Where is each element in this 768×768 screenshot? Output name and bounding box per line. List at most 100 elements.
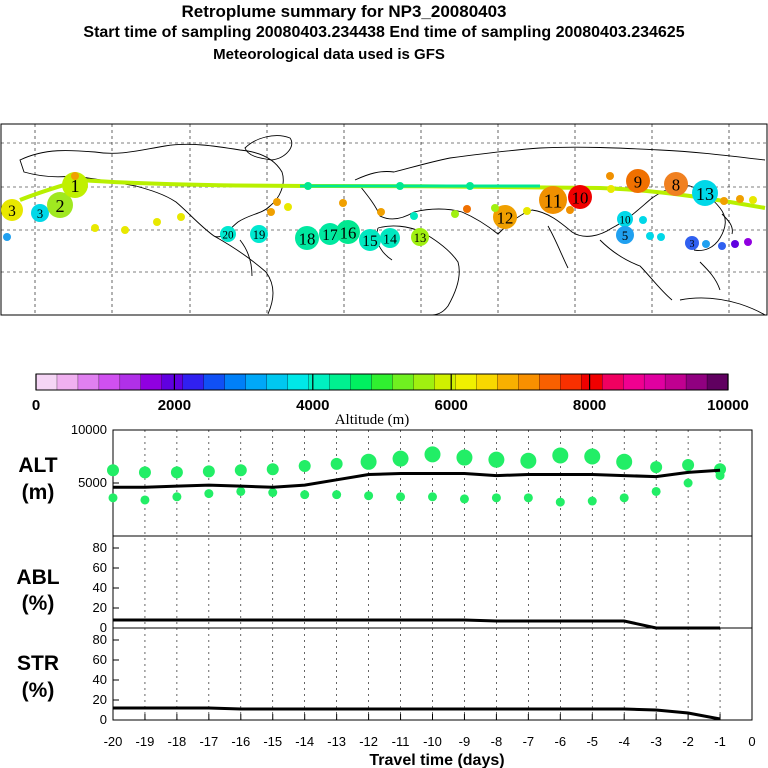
plume-day-label: 13 bbox=[696, 184, 714, 204]
plume-marker bbox=[3, 233, 11, 241]
plume-marker bbox=[702, 240, 710, 248]
greenland-coast bbox=[244, 135, 293, 161]
plume-marker bbox=[731, 240, 739, 248]
x-tick-label: -17 bbox=[199, 734, 218, 749]
x-tick-label: -5 bbox=[586, 734, 598, 749]
plume-day-label: 16 bbox=[340, 224, 357, 243]
plume-circle bbox=[62, 172, 88, 198]
alt-plume-dot bbox=[456, 449, 473, 466]
plume-circle bbox=[220, 226, 236, 242]
colorbar-cell bbox=[56, 373, 79, 391]
x-tick-label: -8 bbox=[491, 734, 503, 749]
x-tick-label: -4 bbox=[618, 734, 630, 749]
plume-circle bbox=[47, 192, 73, 218]
plume-circle bbox=[493, 205, 517, 229]
plume-marker bbox=[749, 196, 757, 204]
colorbar-cell bbox=[664, 373, 687, 391]
abl-line bbox=[113, 618, 721, 630]
plume-circles bbox=[1, 169, 757, 251]
colorbar-cell bbox=[643, 373, 666, 391]
colorbar-cell bbox=[706, 373, 729, 391]
plume-circle bbox=[616, 226, 634, 244]
alt-plume-dot bbox=[172, 492, 182, 502]
str-axis-label-top: STR bbox=[17, 652, 59, 675]
alt-plume-dot bbox=[138, 466, 151, 479]
alt-plume-dot bbox=[234, 464, 247, 477]
colorbar-cell bbox=[224, 373, 247, 391]
str-line bbox=[113, 706, 721, 721]
plume-marker bbox=[744, 238, 752, 246]
colorbar-cell bbox=[182, 373, 205, 391]
alt-plume-dot bbox=[651, 486, 661, 496]
plume-day-label: 10 bbox=[619, 214, 631, 226]
colorbar-title: Altitude (m) bbox=[335, 412, 410, 428]
plume-day-label: 11 bbox=[544, 192, 563, 213]
colorbar-cell bbox=[161, 373, 184, 391]
alt-plume-dot bbox=[360, 453, 377, 470]
plume-marker bbox=[396, 182, 404, 190]
alt-plume-dot bbox=[619, 493, 629, 503]
x-tick-label: -10 bbox=[423, 734, 442, 749]
alt-plume-dot bbox=[555, 497, 565, 507]
plume-marker bbox=[339, 199, 347, 207]
plume-marker bbox=[523, 207, 531, 215]
colorbar-cell bbox=[518, 373, 540, 391]
y-tick-label: 80 bbox=[93, 632, 107, 647]
colorbar-cell bbox=[350, 373, 373, 391]
colorbar-cell bbox=[140, 373, 163, 391]
x-tick-label: -6 bbox=[555, 734, 567, 749]
plume-day-label: 15 bbox=[362, 233, 378, 250]
colorbar-cell bbox=[266, 373, 289, 391]
colorbar-cell bbox=[539, 373, 561, 391]
alt-plume-dot bbox=[364, 491, 374, 501]
plume-marker bbox=[153, 218, 161, 226]
plume-circle bbox=[692, 180, 718, 206]
x-tick-label: -7 bbox=[523, 734, 535, 749]
plume-marker bbox=[267, 208, 275, 216]
alt-plume-dot bbox=[587, 496, 597, 506]
y-tick-label: 20 bbox=[93, 600, 107, 615]
plume-marker bbox=[639, 216, 647, 224]
map-graticule bbox=[1, 124, 767, 315]
plume-marker bbox=[566, 206, 574, 214]
alt-plume-dots bbox=[107, 446, 727, 507]
colorbar-cell bbox=[581, 373, 603, 391]
alt-plume-dot bbox=[491, 493, 501, 503]
x-tick-label: -9 bbox=[459, 734, 471, 749]
plume-circle bbox=[31, 204, 49, 222]
plume-marker bbox=[718, 242, 726, 250]
plume-marker bbox=[451, 210, 459, 218]
plume-day-label: 18 bbox=[299, 230, 316, 249]
plume-marker bbox=[657, 233, 665, 241]
y-tick-label: 60 bbox=[93, 652, 107, 667]
colorbar-tick-label: 8000 bbox=[573, 397, 606, 414]
plume-circle bbox=[250, 225, 268, 243]
alt-plume-dot bbox=[268, 488, 278, 498]
colorbar-tick-label: 10000 bbox=[707, 397, 749, 414]
x-tick-labels: -20 -19 -18 -17 -16 -15 -14 -13 -12 -11 -10 -9 -8 -7-… bbox=[104, 714, 756, 749]
abl-axis-label-top: ABL bbox=[16, 566, 59, 589]
plume-circle bbox=[1, 199, 23, 221]
south-asia-coast bbox=[547, 225, 673, 301]
alt-plume-dot bbox=[140, 495, 150, 505]
plume-circle bbox=[295, 226, 319, 250]
plume-day-label: 10 bbox=[572, 189, 589, 208]
plume-marker bbox=[491, 204, 499, 212]
colorbar-cell bbox=[392, 373, 415, 391]
x-tick-label: -1 bbox=[714, 734, 726, 749]
x-tick-label: -11 bbox=[392, 734, 410, 749]
chart-title: Retroplume summary for NP3_20080403 bbox=[181, 2, 507, 21]
alt-plume-dot bbox=[298, 460, 311, 473]
plume-marker bbox=[466, 182, 474, 190]
alt-axis-label-unit: (m) bbox=[22, 481, 55, 504]
colorbar-cell bbox=[434, 373, 456, 391]
alt-plume-dot bbox=[107, 464, 119, 477]
plume-marker bbox=[377, 208, 385, 216]
plume-circle bbox=[380, 228, 400, 248]
plume-circle bbox=[664, 172, 688, 196]
alt-plume-dot bbox=[714, 463, 727, 476]
east-asia-islands bbox=[699, 213, 733, 291]
x-gridlines bbox=[112, 430, 753, 720]
